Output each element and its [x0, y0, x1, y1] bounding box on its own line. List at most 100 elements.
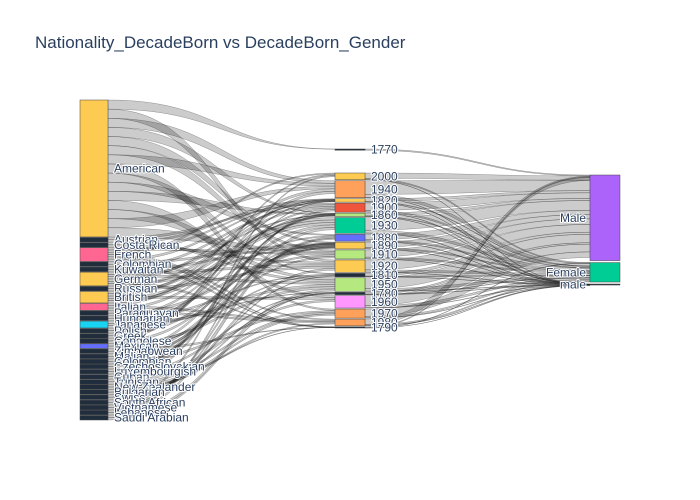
node-1860[interactable]: [334, 212, 366, 217]
node-label-czechoslovakian: Czechoslovakian: [114, 360, 205, 374]
node-paraguayan[interactable]: [79, 310, 109, 316]
node-1930[interactable]: [334, 217, 366, 234]
node-label-1970: 1970: [371, 307, 398, 321]
node-1970[interactable]: [334, 308, 366, 319]
node-label-new-zealander: New Zealander: [114, 380, 195, 394]
node-label-1890: 1890: [371, 239, 398, 253]
link-decade-gender: [364, 284, 591, 329]
node-hungarian[interactable]: [79, 315, 109, 321]
node-new-zealander[interactable]: [79, 384, 109, 390]
node-american[interactable]: [79, 99, 109, 238]
node-1780[interactable]: [334, 292, 366, 295]
node-label-1790: 1790: [371, 320, 398, 334]
node-label-south-african: South African: [114, 395, 185, 409]
node-female[interactable]: [589, 262, 621, 283]
node-tunisian[interactable]: [79, 379, 109, 385]
node-label-saudi-arabian: Saudi Arabian: [114, 411, 189, 425]
node-label-1930: 1930: [371, 218, 398, 232]
node-british[interactable]: [79, 291, 109, 304]
node-label-german: German: [114, 272, 157, 286]
node-label-british: British: [114, 290, 147, 304]
node-1810[interactable]: [334, 273, 366, 278]
node-1960[interactable]: [334, 295, 366, 309]
node-label-paraguayan: Paraguayan: [114, 306, 179, 320]
node-label-2000: 2000: [371, 169, 398, 183]
node-south-african[interactable]: [79, 399, 109, 405]
node-polish[interactable]: [79, 328, 109, 334]
node-greek[interactable]: [79, 333, 109, 339]
node-malian[interactable]: [79, 353, 109, 359]
node-austrian[interactable]: [79, 237, 109, 243]
node-label-swiss: Swiss: [114, 390, 145, 404]
node-male[interactable]: [589, 174, 621, 261]
node-luxembourgish[interactable]: [79, 369, 109, 375]
node-label-french: French: [114, 248, 151, 262]
node-congolese[interactable]: [79, 338, 109, 344]
link-decade-gender: [364, 284, 591, 319]
node-label-1820: 1820: [371, 193, 398, 207]
node-bulgarian[interactable]: [79, 389, 109, 395]
node-label-american: American: [114, 161, 165, 175]
node-italian[interactable]: [79, 303, 109, 311]
node-1880[interactable]: [334, 234, 366, 242]
node-colombian[interactable]: [79, 261, 109, 267]
node-label-tunisian: Tunisian: [114, 375, 159, 389]
node-cuban[interactable]: [79, 374, 109, 380]
link-decade-gender: [364, 148, 591, 177]
node-label-vietnamese: Vietnamese: [114, 400, 177, 414]
node-1900[interactable]: [334, 202, 366, 213]
node-1920[interactable]: [334, 259, 366, 273]
node-label-polish: Polish: [114, 324, 147, 338]
chart-title: Nationality_DecadeBorn vs DecadeBorn_Gen…: [35, 33, 406, 52]
node-czechoslovakian[interactable]: [79, 364, 109, 370]
node-label-colombian: Colombian: [114, 354, 171, 368]
node-label-1900: 1900: [371, 201, 398, 215]
node-kuwaitan[interactable]: [79, 266, 109, 272]
node-colombian[interactable]: [79, 358, 109, 364]
node-zimbabwean[interactable]: [79, 348, 109, 354]
node-1980[interactable]: [334, 318, 366, 327]
node-costa-rican[interactable]: [79, 242, 109, 248]
node-label-male: Male: [560, 211, 586, 225]
link-decade-gender: [364, 284, 591, 327]
node-1820[interactable]: [334, 198, 366, 203]
node-label-austrian: Austrian: [114, 233, 158, 247]
node-label-malian: Malian: [114, 349, 149, 363]
node-label-kuwaitan: Kuwaitan: [114, 262, 163, 276]
node-label-cuban: Cuban: [114, 370, 149, 384]
node-1940[interactable]: [334, 180, 366, 198]
node-label-1910: 1910: [371, 247, 398, 261]
node-swiss[interactable]: [79, 394, 109, 400]
node-label-italian: Italian: [114, 300, 146, 314]
node-label-1940: 1940: [371, 182, 398, 196]
node-label-1780: 1780: [371, 286, 398, 300]
node-1950[interactable]: [334, 277, 366, 292]
node-1770[interactable]: [334, 148, 366, 151]
node-german[interactable]: [79, 271, 109, 287]
node-1910[interactable]: [334, 249, 366, 260]
node-1890[interactable]: [334, 241, 366, 250]
node-russian[interactable]: [79, 286, 109, 292]
node-vietnamese[interactable]: [79, 404, 109, 411]
node-label-1810: 1810: [371, 268, 398, 282]
node-label-zimbabwean: Zimbabwean: [114, 344, 183, 358]
node-label-1980: 1980: [371, 315, 398, 329]
node-male[interactable]: [589, 283, 621, 286]
node-2000[interactable]: [334, 172, 366, 181]
node-label-greek: Greek: [114, 329, 148, 343]
node-label-colombian: Colombian: [114, 257, 171, 271]
node-label-1770: 1770: [371, 143, 398, 157]
node-label-1950: 1950: [371, 278, 398, 292]
node-label-costa-rican: Costa Rican: [114, 238, 179, 252]
node-1790[interactable]: [334, 326, 366, 329]
node-lebanese[interactable]: [79, 410, 109, 416]
node-french[interactable]: [79, 247, 109, 262]
node-label-japanese: Japanese: [114, 318, 166, 332]
node-saudi-arabian[interactable]: [79, 415, 109, 421]
node-label-congolese: Congolese: [114, 334, 172, 348]
nodes-layer: [79, 99, 621, 421]
node-japanese[interactable]: [79, 320, 109, 329]
node-label-1960: 1960: [371, 295, 398, 309]
node-mexican[interactable]: [79, 343, 109, 349]
